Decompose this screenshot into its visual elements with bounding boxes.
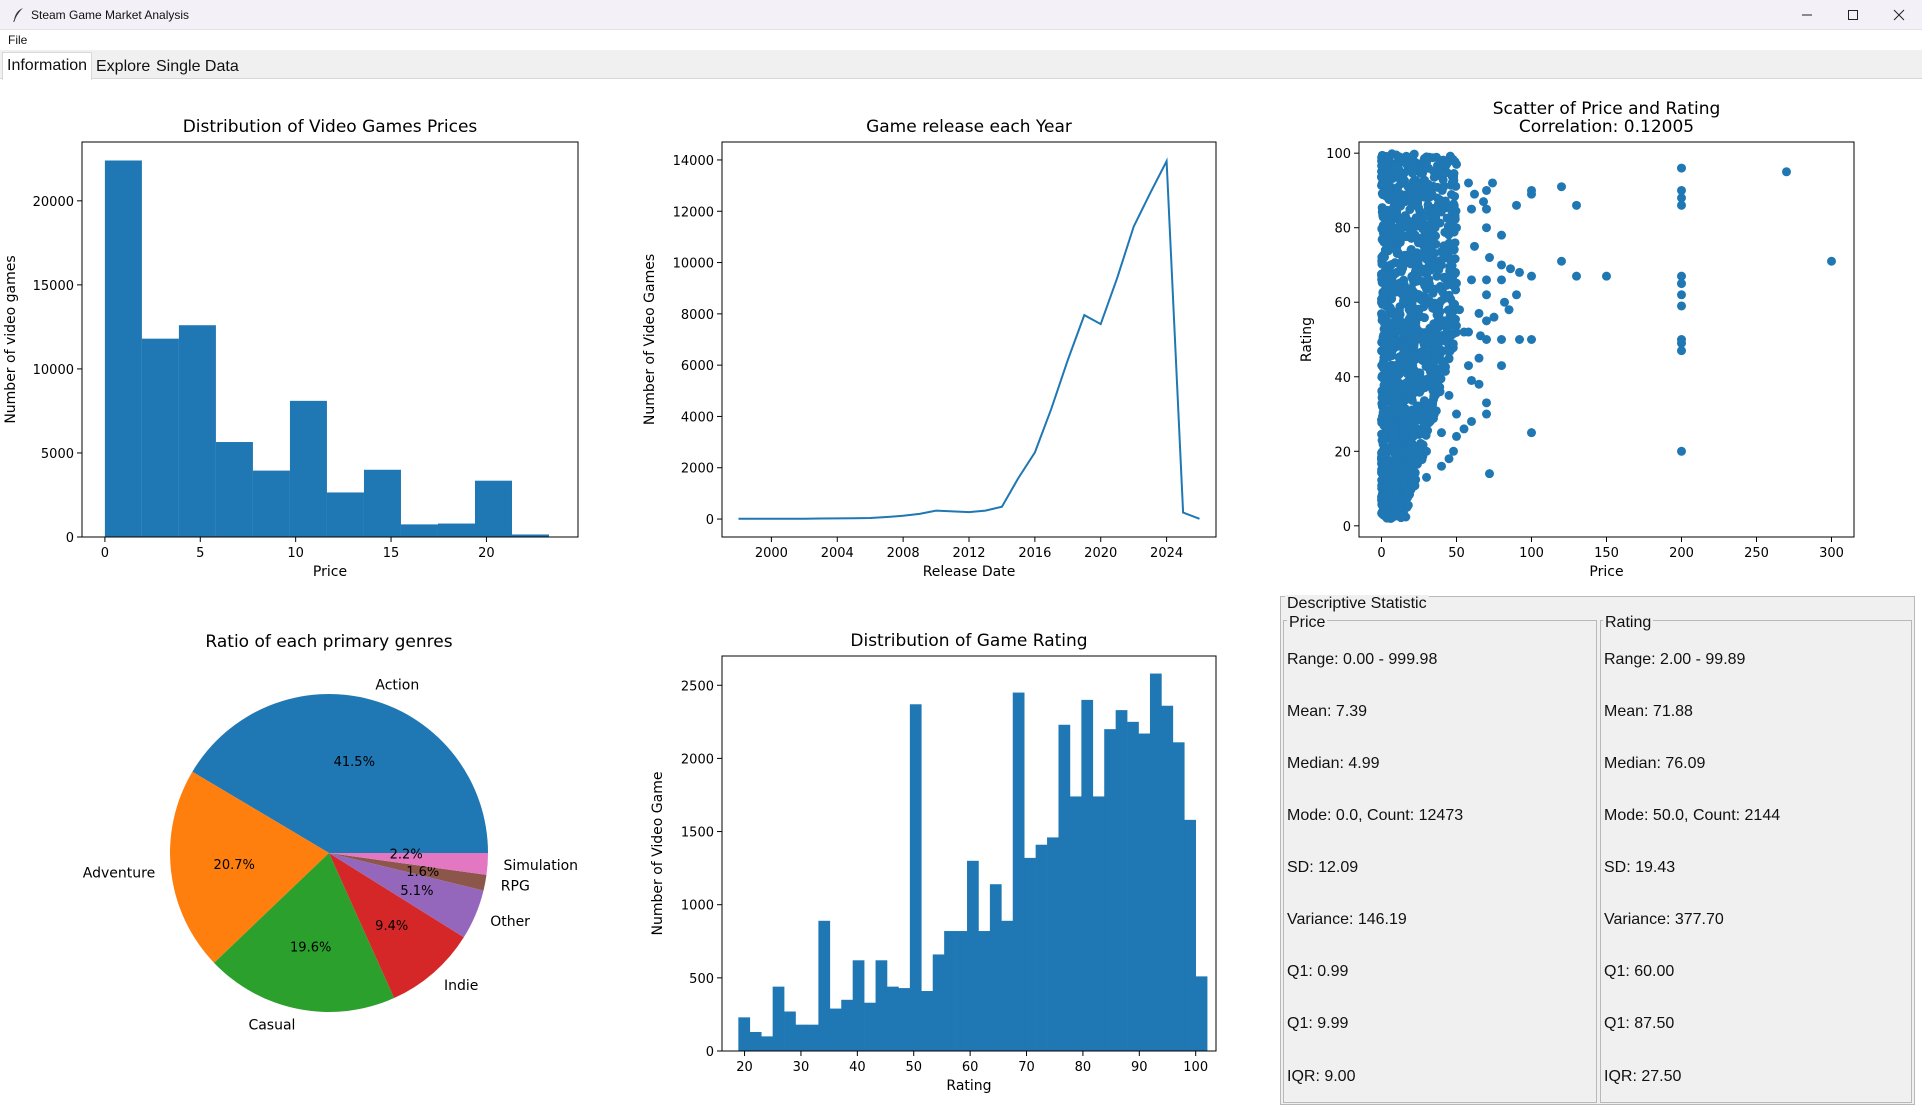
rating-stat-range: Range: 2.00 - 99.89 <box>1604 651 1746 668</box>
minimize-button[interactable] <box>1784 0 1830 30</box>
window-title: Steam Game Market Analysis <box>31 8 190 22</box>
tab-single-data[interactable]: Single Data <box>156 58 239 75</box>
rating-stat-mode: Mode: 50.0, Count: 2144 <box>1604 807 1781 824</box>
price-stat-range: Range: 0.00 - 999.98 <box>1287 651 1438 668</box>
price-stat-median: Median: 4.99 <box>1287 755 1380 772</box>
title-bar: Steam Game Market Analysis <box>0 0 1922 30</box>
rating-stat-median: Median: 76.09 <box>1604 755 1706 772</box>
close-button[interactable] <box>1876 0 1922 30</box>
price-stat-mode: Mode: 0.0, Count: 12473 <box>1287 807 1464 824</box>
price-stat-iqr: IQR: 9.00 <box>1287 1068 1356 1085</box>
price-stats-title: Price <box>1287 614 1328 632</box>
price-stat-mean: Mean: 7.39 <box>1287 703 1368 720</box>
price-stats-frame <box>1283 620 1597 1103</box>
maximize-button[interactable] <box>1830 0 1876 30</box>
price-stat-q1: Q1: 0.99 <box>1287 963 1349 980</box>
tab-information[interactable]: Information <box>2 52 93 80</box>
tab-strip: Information Explore Single Data <box>0 50 1922 80</box>
price-stat-sd: SD: 12.09 <box>1287 859 1359 876</box>
rating-stat-q3: Q1: 87.50 <box>1604 1015 1675 1032</box>
maximize-icon <box>1848 10 1858 20</box>
close-icon <box>1893 9 1905 21</box>
price-stat-variance: Variance: 146.19 <box>1287 911 1407 928</box>
menu-file[interactable]: File <box>8 33 28 47</box>
rating-stat-q1: Q1: 60.00 <box>1604 963 1675 980</box>
rating-stat-mean: Mean: 71.88 <box>1604 703 1693 720</box>
minimize-icon <box>1802 14 1812 16</box>
feather-icon <box>13 8 23 22</box>
descriptive-statistic-title: Descriptive Statistic <box>1285 595 1429 613</box>
price-stat-q3: Q1: 9.99 <box>1287 1015 1349 1032</box>
rating-stat-sd: SD: 19.43 <box>1604 859 1676 876</box>
rating-stat-iqr: IQR: 27.50 <box>1604 1068 1682 1085</box>
rating-stat-variance: Variance: 377.70 <box>1604 911 1724 928</box>
menu-bar: File <box>0 30 1922 50</box>
tab-explore[interactable]: Explore <box>96 58 151 75</box>
rating-stats-title: Rating <box>1603 614 1654 632</box>
rating-stats-frame <box>1600 620 1912 1103</box>
